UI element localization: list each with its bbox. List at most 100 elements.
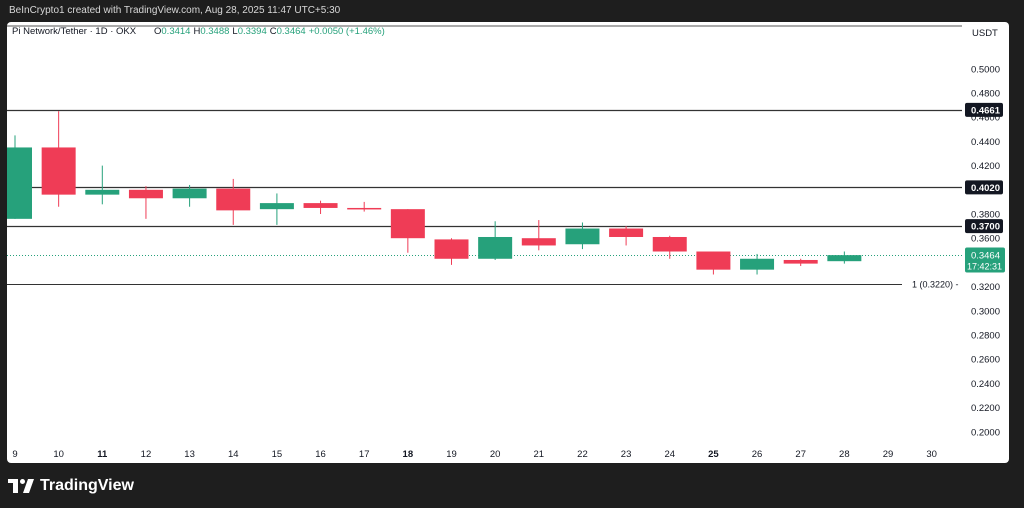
close-label: C (270, 26, 277, 37)
candle-body (478, 236, 513, 259)
level-price-tag: 0.4661 (965, 102, 1003, 117)
x-tick-label: 12 (141, 449, 152, 460)
current-price-label: 0.3464 (971, 251, 1000, 262)
tradingview-logo-icon (8, 479, 34, 493)
candlestick-chart[interactable]: 1 (0.3220) - 0.5000 0.4800 0.4600 0.4400 0.4… (7, 22, 1009, 463)
candle (783, 258, 818, 267)
open-value: 0.3414 (161, 26, 190, 37)
candle-body (303, 203, 338, 208)
level-tag-bg (965, 180, 1003, 195)
change-value: +0.0050 (+1.46%) (309, 26, 385, 37)
candle (172, 184, 207, 207)
level-price-tag: 0.4020 (965, 180, 1003, 195)
candle (216, 178, 251, 225)
candle-body (259, 203, 294, 210)
candle (740, 253, 775, 275)
level-tag-label: 0.3700 (971, 222, 1000, 233)
candle-body (216, 188, 251, 211)
y-tick-label: 0.4400 (971, 137, 1000, 148)
x-tick-label: 22 (577, 449, 588, 460)
candle (259, 193, 294, 225)
x-tick-label: 27 (795, 449, 806, 460)
x-tick-label: 19 (446, 449, 457, 460)
y-tick-label: 0.4800 (971, 89, 1000, 100)
y-tick-label: 0.3200 (971, 282, 1000, 293)
candle (434, 238, 469, 265)
attribution-bar: BeInCrypto1 created with TradingView.com… (0, 0, 1024, 22)
candle (128, 186, 163, 219)
candle (827, 251, 862, 264)
candle (565, 222, 600, 250)
footer: TradingView (0, 463, 1024, 508)
candle (478, 221, 513, 260)
candle-body (783, 259, 818, 264)
x-tick-label: 30 (926, 449, 937, 460)
candle-body (565, 228, 600, 245)
y-tick-label: 0.2800 (971, 331, 1000, 342)
candle (696, 251, 731, 275)
x-tick-label: 11 (97, 449, 108, 460)
x-tick-label: 28 (839, 449, 850, 460)
candle (303, 200, 338, 214)
candle-body (434, 239, 469, 259)
attribution-text: BeInCrypto1 created with TradingView.com… (9, 5, 341, 16)
candle-body (85, 189, 120, 195)
x-tick-label: 26 (752, 449, 763, 460)
open-label: O (154, 26, 161, 37)
candle (390, 209, 425, 253)
x-tick-label: 23 (621, 449, 632, 460)
candle-body (7, 147, 32, 219)
candle-body (609, 228, 644, 237)
chart-panel[interactable]: 1 (0.3220) - 0.5000 0.4800 0.4600 0.4400 0.4… (7, 22, 1009, 463)
candle-body (696, 251, 731, 270)
high-value: 0.3488 (200, 26, 229, 37)
x-tick-label: 10 (53, 449, 64, 460)
countdown-label: 17:42:31 (967, 262, 1002, 272)
y-tick-label: 0.4600 (971, 113, 1000, 124)
support-label: 1 (0.3220) - (912, 280, 959, 290)
y-tick-label: 0.3000 (971, 306, 1000, 317)
brand-text: TradingView (40, 477, 134, 494)
candle-body (390, 209, 425, 239)
current-tag-bg (965, 247, 1005, 273)
y-tick-label: 0.4200 (971, 161, 1000, 172)
legend-symbol: Pi Network/Tether · 1D · OKX (12, 26, 137, 37)
candle-body (347, 207, 382, 210)
y-tick-label: 0.2200 (971, 403, 1000, 414)
candle-body (41, 147, 76, 195)
candle-body (172, 188, 207, 199)
candle-body (740, 258, 775, 270)
x-tick-label: 14 (228, 449, 239, 460)
level-price-tag: 0.3700 (965, 219, 1003, 234)
candle-body (521, 238, 556, 246)
level-tag-bg (965, 102, 1003, 117)
low-value: 0.3394 (238, 26, 267, 37)
y-tick-label: 0.3800 (971, 210, 1000, 221)
x-tick-label: 18 (403, 449, 414, 460)
x-tick-label: 13 (184, 449, 195, 460)
y-tick-label: 0.5000 (971, 64, 1000, 75)
x-tick-label: 15 (272, 449, 283, 460)
x-tick-label: 20 (490, 449, 501, 460)
x-tick-label: 25 (708, 449, 719, 460)
close-value: 0.3464 (277, 26, 306, 37)
candle (652, 235, 687, 259)
level-tag-label: 0.4020 (971, 183, 1000, 194)
candle (85, 165, 120, 205)
y-tick-label: 0.3600 (971, 234, 1000, 245)
x-tick-label: 24 (664, 449, 675, 460)
x-tick-label: 29 (883, 449, 894, 460)
candle (521, 220, 556, 251)
candle-body (128, 189, 163, 199)
x-tick-label: 17 (359, 449, 370, 460)
candle (609, 226, 644, 246)
y-tick-label: 0.2000 (971, 427, 1000, 438)
tradingview-brand[interactable]: TradingView (8, 476, 134, 496)
x-tick-label: 21 (534, 449, 545, 460)
level-tag-bg (965, 219, 1003, 234)
x-tick-label: 16 (315, 449, 326, 460)
level-tag-label: 0.4661 (971, 105, 1001, 116)
ohlc-readout: O0.3414 H0.3488 L0.3394 C0.3464 +0.0050 (+1.… (154, 26, 385, 37)
y-tick-label: 0.2600 (971, 355, 1000, 366)
